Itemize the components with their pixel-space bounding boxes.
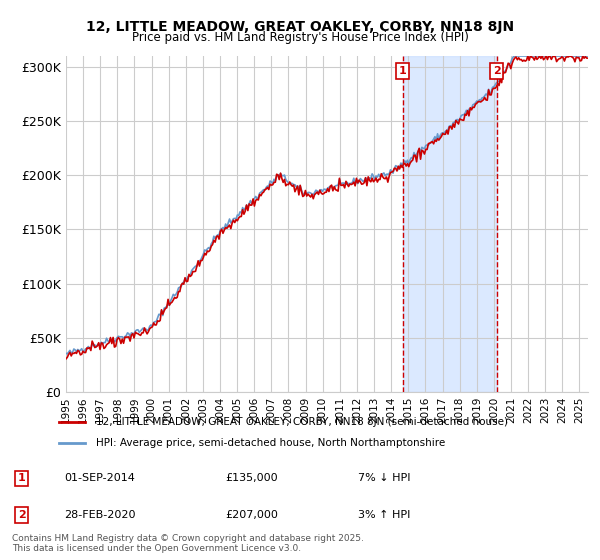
Text: 3% ↑ HPI: 3% ↑ HPI bbox=[358, 510, 410, 520]
Text: £135,000: £135,000 bbox=[225, 473, 278, 483]
Text: 1: 1 bbox=[18, 473, 26, 483]
Text: 7% ↓ HPI: 7% ↓ HPI bbox=[358, 473, 410, 483]
Text: 1: 1 bbox=[399, 66, 407, 76]
Text: 01-SEP-2014: 01-SEP-2014 bbox=[64, 473, 135, 483]
Text: Contains HM Land Registry data © Crown copyright and database right 2025.
This d: Contains HM Land Registry data © Crown c… bbox=[12, 534, 364, 553]
Text: Price paid vs. HM Land Registry's House Price Index (HPI): Price paid vs. HM Land Registry's House … bbox=[131, 31, 469, 44]
Bar bbox=[403, 56, 497, 392]
Text: 12, LITTLE MEADOW, GREAT OAKLEY, CORBY, NN18 8JN (semi-detached house): 12, LITTLE MEADOW, GREAT OAKLEY, CORBY, … bbox=[95, 417, 508, 427]
Text: 12, LITTLE MEADOW, GREAT OAKLEY, CORBY, NN18 8JN: 12, LITTLE MEADOW, GREAT OAKLEY, CORBY, … bbox=[86, 20, 514, 34]
Text: HPI: Average price, semi-detached house, North Northamptonshire: HPI: Average price, semi-detached house,… bbox=[95, 438, 445, 448]
Text: £207,000: £207,000 bbox=[225, 510, 278, 520]
Text: 2: 2 bbox=[18, 510, 26, 520]
Text: 2: 2 bbox=[493, 66, 500, 76]
Text: 28-FEB-2020: 28-FEB-2020 bbox=[64, 510, 136, 520]
